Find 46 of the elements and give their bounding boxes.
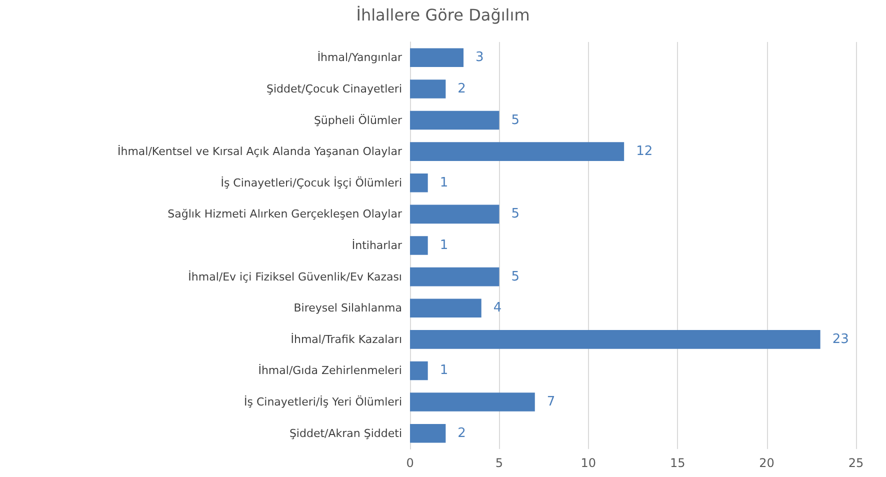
data-label: 2 (458, 426, 466, 441)
bar (410, 173, 428, 192)
y-tick-label: İş Cinayetleri/İş Yeri Ölümleri (244, 394, 402, 409)
bar (410, 48, 464, 68)
bar (410, 392, 535, 412)
bar (410, 361, 428, 380)
y-tick-label: İhmal/Ev içi Fiziksel Güvenlik/Ev Kazası (188, 269, 402, 284)
y-tick-label: İntiharlar (352, 238, 402, 252)
y-tick-label: İhmal/Yangınlar (317, 50, 402, 64)
data-label: 12 (636, 144, 653, 160)
x-tick-label: 25 (848, 456, 864, 470)
y-tick-label: Şüpheli Ölümler (314, 112, 402, 127)
data-label: 3 (476, 50, 484, 66)
data-label: 7 (546, 394, 556, 410)
x-tick-label: 10 (580, 456, 596, 470)
data-label: 1 (440, 238, 448, 253)
bar (410, 267, 500, 286)
y-tick-label: İhmal/Trafik Kazaları (290, 332, 402, 346)
bar (410, 330, 820, 349)
chart-title: İhlallere Göre Dağılım (356, 6, 530, 24)
bar (410, 236, 428, 255)
data-label: 1 (440, 175, 448, 190)
bar (410, 298, 482, 318)
y-tick-label: İhmal/Kentsel ve Kırsal Açık Alanda Yaşanan Olaylar (118, 144, 402, 158)
x-tick-label: 0 (406, 456, 414, 470)
y-tick-label: Bireysel Silahlanma (294, 302, 402, 315)
data-label: 5 (511, 206, 520, 222)
data-label: 23 (832, 332, 849, 347)
y-tick-label: Şiddet/Çocuk Cinayetleri (266, 82, 402, 96)
bar (410, 204, 500, 224)
bar (410, 142, 624, 161)
data-label: 1 (440, 363, 448, 378)
bar (410, 110, 500, 130)
y-tick-label: Şiddet/Akran Şiddeti (289, 426, 402, 440)
bar (410, 80, 446, 98)
y-tick-label: İhmal/Gıda Zehirlenmeleri (258, 363, 402, 378)
y-tick-label: İş Cinayetleri/Çocuk İşçi Ölümleri (220, 175, 402, 190)
x-tick-label: 20 (759, 456, 774, 470)
data-label: 5 (511, 112, 520, 128)
x-tick-label: 15 (670, 456, 686, 470)
data-label: 2 (458, 81, 466, 96)
data-label: 5 (511, 269, 520, 284)
y-tick-label: Sağlık Hizmeti Alırken Gerçekleşen Olaylar (168, 208, 402, 221)
bar (410, 424, 446, 443)
x-tick-label: 5 (495, 456, 504, 470)
data-label: 4 (493, 300, 502, 316)
